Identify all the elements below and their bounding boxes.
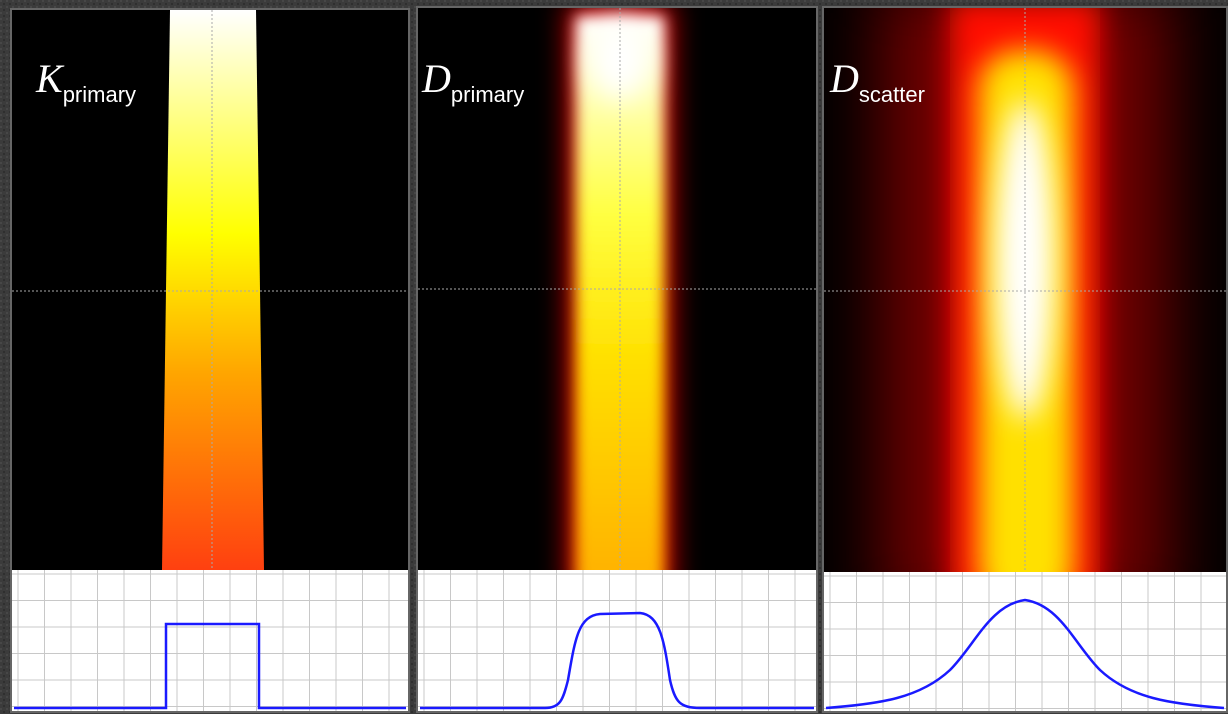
- labels: Kprimary Dprimary Dscatter: [35, 56, 925, 107]
- profile-curve: [14, 622, 406, 710]
- panel-borders: [10, 6, 1228, 713]
- panel-label: Kprimary: [35, 56, 136, 107]
- label-symbol: K: [35, 56, 65, 101]
- label-subscript: primary: [451, 82, 524, 107]
- image-panel: [824, 8, 1226, 572]
- crosshairs: [12, 8, 1226, 572]
- plot-area: [12, 570, 408, 712]
- panel-label: Dprimary: [421, 56, 524, 107]
- profile-plots: [12, 570, 1226, 712]
- label-subscript: primary: [63, 82, 136, 107]
- plot-area: [418, 570, 816, 712]
- label-subscript: scatter: [859, 82, 925, 107]
- label-symbol: D: [829, 56, 859, 101]
- profile-curve: [825, 598, 1225, 710]
- label-symbol: D: [421, 56, 451, 101]
- profile-curve: [420, 611, 814, 710]
- panel-label: Dscatter: [829, 56, 925, 107]
- plot-area: [824, 572, 1226, 712]
- image-panel: [12, 10, 408, 570]
